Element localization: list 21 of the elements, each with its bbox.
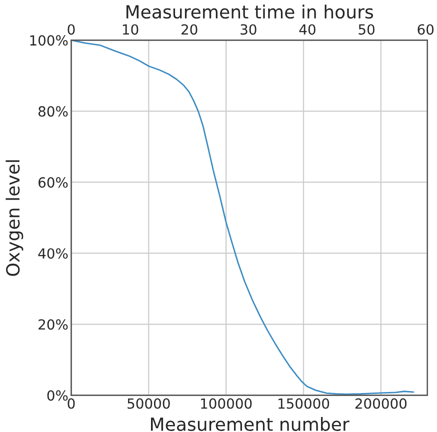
- y-tick-label: 40%: [38, 248, 68, 259]
- y-tick-label: 80%: [38, 106, 68, 117]
- y-tick-label: 60%: [38, 177, 68, 188]
- x2-tick-label: 20: [182, 24, 198, 35]
- y-tick-label: 20%: [38, 319, 68, 330]
- x2-tick-label: 30: [240, 24, 256, 35]
- x2-tick-label: 60: [418, 24, 434, 35]
- x-tick-label: 200000: [355, 398, 407, 409]
- x2-tick-label: 0: [68, 24, 75, 35]
- x-axis-title: Measurement number: [151, 417, 350, 432]
- x-tick-label: 0: [68, 398, 75, 409]
- x2-tick-label: 50: [358, 24, 374, 35]
- x2-axis-title: Measurement time in hours: [126, 4, 374, 19]
- y-axis-title: Oxygen level: [6, 160, 24, 276]
- x-tick-label: 50000: [128, 398, 170, 409]
- x2-tick-label: 10: [122, 24, 138, 35]
- x-tick-label: 100000: [201, 398, 252, 409]
- y-tick-label: 0%: [47, 390, 68, 401]
- x-tick-label: 150000: [278, 398, 330, 409]
- x2-tick-label: 40: [299, 24, 316, 35]
- y-tick-label: 100%: [30, 35, 68, 46]
